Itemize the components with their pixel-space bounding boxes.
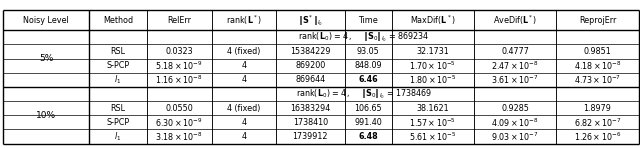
Text: $3.61 \times 10^{-7}$: $3.61 \times 10^{-7}$ bbox=[492, 74, 539, 86]
Text: $l_1$: $l_1$ bbox=[115, 74, 122, 86]
Text: 15384229: 15384229 bbox=[290, 47, 331, 56]
Text: S-PCP: S-PCP bbox=[106, 61, 129, 70]
Text: 0.9851: 0.9851 bbox=[584, 47, 611, 56]
Text: RSL: RSL bbox=[111, 104, 125, 113]
Text: rank($\mathbf{L}^*$): rank($\mathbf{L}^*$) bbox=[226, 14, 262, 27]
Text: 0.9285: 0.9285 bbox=[501, 104, 529, 113]
Text: rank($\mathbf{L}_0$) = 4,     $\|\mathbf{S}_0\|_{l_0}$ = 869234: rank($\mathbf{L}_0$) = 4, $\|\mathbf{S}_… bbox=[298, 30, 429, 44]
Text: $1.80 \times 10^{-5}$: $1.80 \times 10^{-5}$ bbox=[409, 74, 456, 86]
Text: 869644: 869644 bbox=[295, 75, 326, 84]
Text: 4: 4 bbox=[241, 61, 246, 70]
Text: $1.57 \times 10^{-5}$: $1.57 \times 10^{-5}$ bbox=[410, 116, 456, 128]
Text: $4.18 \times 10^{-8}$: $4.18 \times 10^{-8}$ bbox=[573, 59, 621, 72]
Text: 1738410: 1738410 bbox=[293, 118, 328, 127]
Text: 93.05: 93.05 bbox=[356, 47, 380, 56]
Text: $5.61 \times 10^{-5}$: $5.61 \times 10^{-5}$ bbox=[409, 130, 457, 143]
Text: $6.82 \times 10^{-7}$: $6.82 \times 10^{-7}$ bbox=[574, 116, 621, 128]
Text: 16383294: 16383294 bbox=[291, 104, 330, 113]
Text: 6.48: 6.48 bbox=[358, 132, 378, 141]
Text: Time: Time bbox=[358, 16, 378, 25]
Text: $2.47 \times 10^{-8}$: $2.47 \times 10^{-8}$ bbox=[492, 59, 539, 72]
Text: 38.1621: 38.1621 bbox=[417, 104, 449, 113]
Text: 1.8979: 1.8979 bbox=[584, 104, 611, 113]
Text: $9.03 \times 10^{-7}$: $9.03 \times 10^{-7}$ bbox=[492, 130, 539, 143]
Text: 1739912: 1739912 bbox=[292, 132, 328, 141]
Text: 869200: 869200 bbox=[295, 61, 326, 70]
Text: ReprojErr: ReprojErr bbox=[579, 16, 616, 25]
Text: $1.26 \times 10^{-6}$: $1.26 \times 10^{-6}$ bbox=[574, 130, 621, 143]
Text: Noisy Level: Noisy Level bbox=[23, 16, 69, 25]
Text: 4 (fixed): 4 (fixed) bbox=[227, 47, 260, 56]
Text: RelErr: RelErr bbox=[167, 16, 191, 25]
Text: rank($\mathbf{L}_0$) = 4,     $\|\mathbf{S}_0\|_{l_0}$ = 1738469: rank($\mathbf{L}_0$) = 4, $\|\mathbf{S}_… bbox=[296, 87, 432, 101]
Text: $5.18 \times 10^{-9}$: $5.18 \times 10^{-9}$ bbox=[156, 59, 203, 72]
Text: Method: Method bbox=[103, 16, 133, 25]
Text: 10%: 10% bbox=[36, 111, 56, 120]
Text: 0.0550: 0.0550 bbox=[165, 104, 193, 113]
Text: 4: 4 bbox=[241, 132, 246, 141]
Text: 848.09: 848.09 bbox=[355, 61, 382, 70]
Text: 0.4777: 0.4777 bbox=[501, 47, 529, 56]
Text: 4 (fixed): 4 (fixed) bbox=[227, 104, 260, 113]
Text: $4.09 \times 10^{-8}$: $4.09 \times 10^{-8}$ bbox=[492, 116, 539, 128]
Text: 0.0323: 0.0323 bbox=[165, 47, 193, 56]
Text: MaxDif($\mathbf{L}^*$): MaxDif($\mathbf{L}^*$) bbox=[410, 14, 456, 27]
Text: $4.73 \times 10^{-7}$: $4.73 \times 10^{-7}$ bbox=[574, 74, 621, 86]
Text: S-PCP: S-PCP bbox=[106, 118, 129, 127]
Text: $1.16 \times 10^{-8}$: $1.16 \times 10^{-8}$ bbox=[156, 74, 203, 86]
Text: 5%: 5% bbox=[39, 54, 53, 63]
Text: 32.1731: 32.1731 bbox=[417, 47, 449, 56]
Text: 4: 4 bbox=[241, 118, 246, 127]
Text: 6.46: 6.46 bbox=[358, 75, 378, 84]
Text: 991.40: 991.40 bbox=[354, 118, 382, 127]
Text: 4: 4 bbox=[241, 75, 246, 84]
Text: $l_1$: $l_1$ bbox=[115, 130, 122, 143]
Text: 106.65: 106.65 bbox=[355, 104, 382, 113]
Text: $3.18 \times 10^{-8}$: $3.18 \times 10^{-8}$ bbox=[156, 130, 203, 143]
Text: $1.70 \times 10^{-5}$: $1.70 \times 10^{-5}$ bbox=[410, 59, 456, 72]
Text: AveDif($\mathbf{L}^*$): AveDif($\mathbf{L}^*$) bbox=[493, 14, 538, 27]
Text: $\|\mathbf{S}^*\|_{l_0}$: $\|\mathbf{S}^*\|_{l_0}$ bbox=[298, 13, 323, 28]
Text: RSL: RSL bbox=[111, 47, 125, 56]
Text: $6.30 \times 10^{-9}$: $6.30 \times 10^{-9}$ bbox=[156, 116, 203, 128]
